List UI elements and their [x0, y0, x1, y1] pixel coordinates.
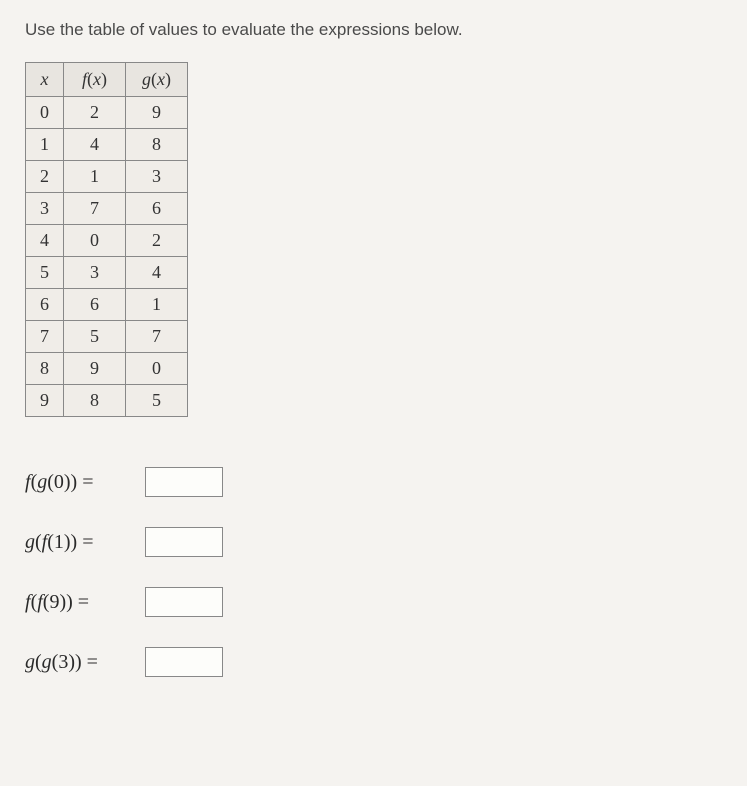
instruction-text: Use the table of values to evaluate the … [25, 20, 722, 40]
cell-fx: 5 [64, 321, 126, 353]
cell-gx: 5 [126, 385, 188, 417]
cell-gx: 3 [126, 161, 188, 193]
expression-row: f(f(9)) = [25, 587, 722, 617]
expressions-list: f(g(0)) = g(f(1)) = f(f(9)) = g(g(3)) = [25, 467, 722, 677]
answer-input-1[interactable] [145, 467, 223, 497]
cell-fx: 9 [64, 353, 126, 385]
cell-fx: 8 [64, 385, 126, 417]
cell-fx: 3 [64, 257, 126, 289]
cell-x: 0 [26, 97, 64, 129]
header-x: x [26, 63, 64, 97]
expression-row: f(g(0)) = [25, 467, 722, 497]
table-row: 5 3 4 [26, 257, 188, 289]
expression-label: g(f(1)) = [25, 531, 133, 554]
table-row: 6 6 1 [26, 289, 188, 321]
table-header-row: x f(x) g(x) [26, 63, 188, 97]
table-row: 7 5 7 [26, 321, 188, 353]
cell-x: 1 [26, 129, 64, 161]
table-row: 8 9 0 [26, 353, 188, 385]
expression-row: g(f(1)) = [25, 527, 722, 557]
expression-row: g(g(3)) = [25, 647, 722, 677]
cell-x: 8 [26, 353, 64, 385]
cell-gx: 9 [126, 97, 188, 129]
cell-fx: 1 [64, 161, 126, 193]
table-row: 3 7 6 [26, 193, 188, 225]
answer-input-3[interactable] [145, 587, 223, 617]
table-row: 2 1 3 [26, 161, 188, 193]
answer-input-4[interactable] [145, 647, 223, 677]
header-gx: g(x) [126, 63, 188, 97]
cell-gx: 4 [126, 257, 188, 289]
expression-label: f(g(0)) = [25, 471, 133, 494]
answer-input-2[interactable] [145, 527, 223, 557]
expression-label: g(g(3)) = [25, 651, 133, 674]
header-fx: f(x) [64, 63, 126, 97]
cell-fx: 4 [64, 129, 126, 161]
cell-fx: 2 [64, 97, 126, 129]
table-row: 9 8 5 [26, 385, 188, 417]
cell-fx: 7 [64, 193, 126, 225]
table-row: 0 2 9 [26, 97, 188, 129]
cell-x: 3 [26, 193, 64, 225]
table-row: 4 0 2 [26, 225, 188, 257]
values-table: x f(x) g(x) 0 2 9 1 4 8 2 1 3 3 7 6 4 0 … [25, 62, 188, 417]
expression-label: f(f(9)) = [25, 591, 133, 614]
cell-x: 2 [26, 161, 64, 193]
header-x-label: x [41, 69, 49, 89]
cell-x: 9 [26, 385, 64, 417]
cell-gx: 8 [126, 129, 188, 161]
cell-fx: 0 [64, 225, 126, 257]
cell-x: 7 [26, 321, 64, 353]
cell-x: 4 [26, 225, 64, 257]
cell-gx: 6 [126, 193, 188, 225]
cell-gx: 7 [126, 321, 188, 353]
cell-x: 6 [26, 289, 64, 321]
table-body: 0 2 9 1 4 8 2 1 3 3 7 6 4 0 2 5 3 4 [26, 97, 188, 417]
cell-fx: 6 [64, 289, 126, 321]
table-row: 1 4 8 [26, 129, 188, 161]
cell-gx: 0 [126, 353, 188, 385]
cell-gx: 1 [126, 289, 188, 321]
cell-x: 5 [26, 257, 64, 289]
cell-gx: 2 [126, 225, 188, 257]
